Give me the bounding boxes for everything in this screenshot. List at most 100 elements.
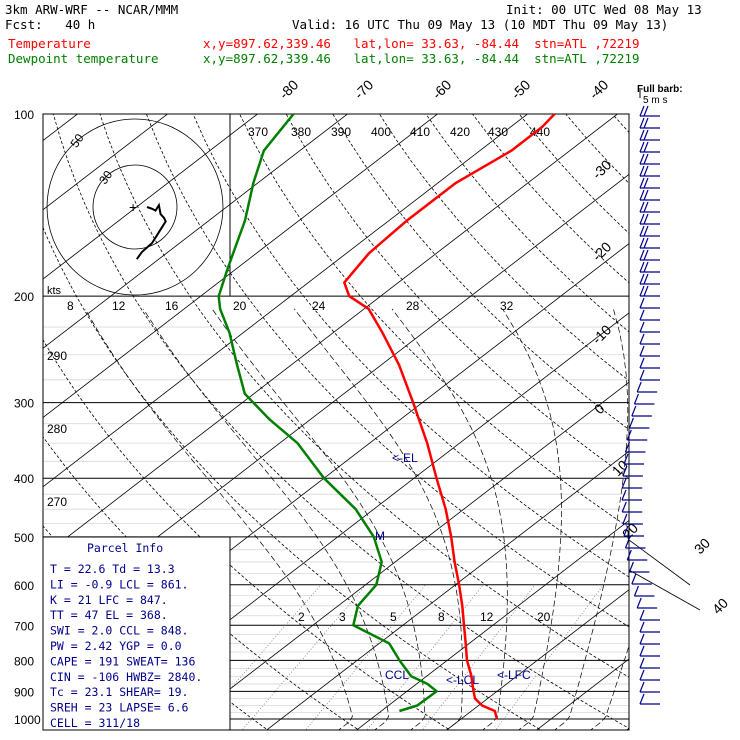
parcel-info-box: Parcel Info T = 22.6 Td = 13.3LI = -0.9 … — [42, 536, 231, 731]
dry-adiabat — [706, 114, 740, 732]
barb-flag — [643, 237, 649, 249]
theta-label: 390 — [331, 125, 351, 139]
wind-barb — [639, 357, 660, 369]
barb-flag — [643, 261, 649, 273]
valid-time: Valid: 16 UTC Thu 09 May 13 (10 MDT Thu … — [292, 17, 669, 32]
isotherm-label: 40 — [709, 595, 731, 617]
parcel-info-row: SREH = 23 LAPSE= 6.6 — [50, 701, 189, 715]
wind-barb — [639, 321, 660, 333]
wind-barb — [639, 141, 660, 153]
dry-adiabat — [285, 114, 629, 479]
wind-barb — [639, 669, 660, 681]
lcl-marker: <-LCL — [446, 673, 479, 687]
wind-barb — [633, 393, 655, 405]
sounding-traces — [217, 114, 556, 720]
isotherm-line — [714, 86, 740, 732]
theta-label: 370 — [248, 125, 268, 139]
moist-adiabat — [143, 308, 389, 730]
header: 3km ARW-WRF -- NCAR/MMM Init: 00 UTC Wed… — [0, 0, 740, 70]
barb-flag — [639, 249, 645, 261]
barb-flag — [639, 657, 645, 669]
dry-adiabat — [99, 114, 629, 678]
barb-flag — [643, 165, 649, 177]
barb-flag — [643, 177, 649, 189]
hodograph-speed-label: 8 — [67, 299, 74, 313]
pressure-tick-label: 400 — [14, 472, 34, 486]
wind-barb — [626, 429, 648, 441]
hodograph-speed-label: 20 — [233, 299, 247, 313]
wind-barb — [639, 237, 660, 249]
barb-flag — [628, 561, 634, 573]
wind-barb — [639, 633, 660, 645]
barb-flag — [643, 213, 649, 225]
hodograph-speed-label: 32 — [500, 299, 514, 313]
theta-side-label: 270 — [47, 495, 67, 509]
barb-key-line1: Full barb: — [637, 84, 683, 95]
wind-barb — [626, 549, 648, 561]
dry-adiabat — [425, 114, 629, 333]
barb-flag — [631, 405, 637, 417]
mixing-ratio-label: 3 — [339, 610, 346, 624]
pressure-tick-label: 1000 — [14, 713, 41, 727]
parcel-info-row: TT = 47 EL = 368. — [50, 608, 168, 622]
dewpoint-legend: Dewpoint temperature — [8, 51, 159, 66]
barb-flag — [639, 117, 645, 129]
isotherm-label: -50 — [508, 76, 534, 102]
parcel-info-row: T = 22.6 Td = 13.3 — [50, 562, 175, 576]
parcel-info-row: Tc = 23.1 SHEAR= 19. — [50, 685, 188, 699]
barb-flag — [639, 645, 645, 657]
dewpoint-line — [217, 114, 438, 713]
wind-barb — [633, 585, 655, 597]
barb-flag — [639, 321, 645, 333]
barb-flag — [631, 573, 637, 585]
wind-barb — [639, 117, 660, 129]
isotherm-label: -30 — [589, 156, 615, 182]
dry-adiabat — [43, 226, 542, 730]
barb-flag — [643, 285, 649, 297]
barb-flag — [621, 489, 627, 501]
pressure-tick-label: 200 — [14, 290, 34, 304]
dry-adiabat — [379, 114, 629, 382]
theta-label: 380 — [291, 125, 311, 139]
barb-flag — [639, 141, 645, 153]
dry-adiabat — [52, 114, 629, 729]
barb-flag — [628, 417, 634, 429]
dry-adiabat — [472, 114, 629, 284]
wind-barb — [639, 249, 660, 261]
barb-flag — [639, 345, 645, 357]
pressure-tick-label: 600 — [14, 579, 34, 593]
dry-adiabat — [239, 114, 629, 529]
isotherm-line — [266, 450, 629, 730]
moist-adiabat — [554, 308, 629, 730]
dry-adiabat — [565, 114, 629, 184]
pressure-tick-label: 100 — [14, 108, 34, 122]
pressure-tick-label: 800 — [14, 654, 34, 668]
isotherm-line — [176, 381, 629, 730]
wind-barb — [628, 561, 650, 573]
dry-adiabat — [43, 338, 451, 730]
barb-flag — [639, 237, 645, 249]
barb-flag — [643, 129, 649, 141]
mixing-ratio-label: 5 — [390, 610, 397, 624]
barb-flag — [639, 633, 645, 645]
theta-label: 430 — [488, 125, 508, 139]
wind-barb — [621, 477, 643, 489]
isotherm-line — [446, 589, 629, 730]
tick-line — [628, 539, 691, 586]
barb-flag — [624, 441, 630, 453]
barb-flag — [639, 273, 645, 285]
isotherm-line — [536, 658, 629, 730]
wind-barb — [639, 261, 660, 273]
wind-barb — [639, 153, 660, 165]
wind-barb — [622, 465, 643, 477]
temperature-location: x,y=897.62,339.46 lat,lon= 33.63, -84.44… — [203, 36, 640, 51]
theta-label: 400 — [371, 125, 391, 139]
isotherm-line — [356, 520, 629, 730]
theta-side-label: 290 — [47, 349, 67, 363]
barb-flag — [643, 153, 649, 165]
pressure-tick-label: 700 — [14, 619, 34, 633]
barb-flag — [639, 693, 645, 705]
barb-flag — [639, 333, 645, 345]
wind-barb — [639, 105, 660, 117]
